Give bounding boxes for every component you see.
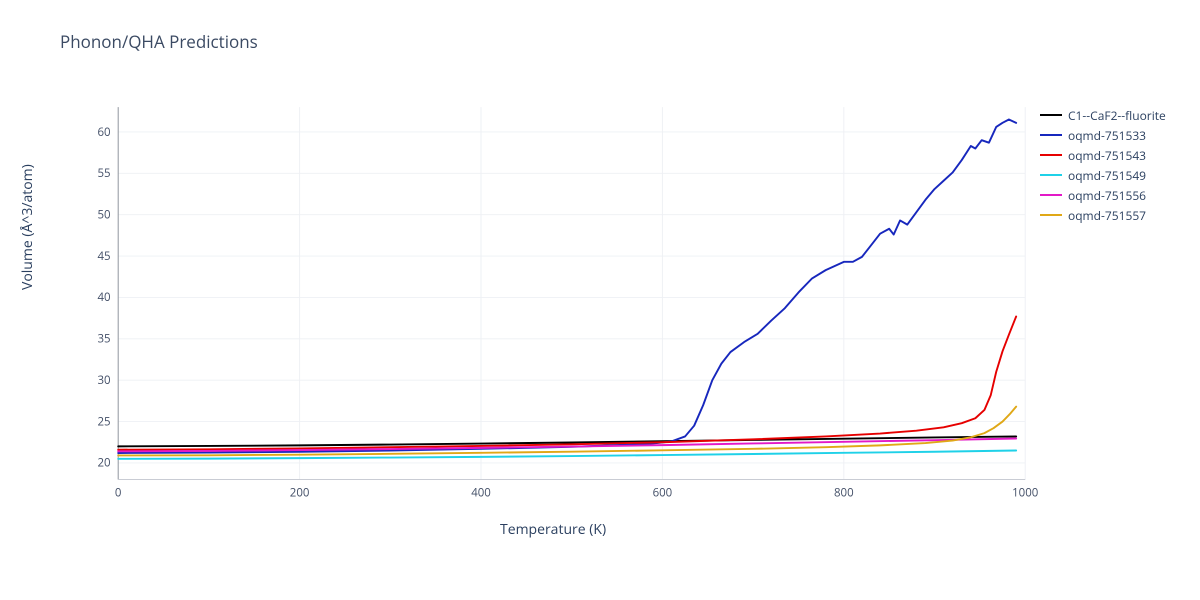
x-tick-label: 200: [290, 486, 310, 501]
legend-label: oqmd-751543: [1068, 147, 1146, 164]
series-line[interactable]: [118, 316, 1016, 449]
x-tick-label: 1000: [1012, 486, 1038, 501]
legend-swatch: [1040, 154, 1062, 156]
x-tick-label: 600: [653, 486, 673, 501]
legend-swatch: [1040, 134, 1062, 136]
y-axis-label: Volume (Å^3/atom): [18, 164, 37, 290]
legend-item[interactable]: oqmd-751557: [1040, 205, 1166, 225]
legend-label: oqmd-751556: [1068, 187, 1146, 204]
y-tick-label: 55: [97, 166, 110, 181]
y-tick-label: 35: [97, 332, 110, 347]
legend-label: oqmd-751533: [1068, 127, 1146, 144]
legend-item[interactable]: C1--CaF2--fluorite: [1040, 105, 1166, 125]
legend: C1--CaF2--fluorite oqmd-751533 oqmd-751543…: [1040, 105, 1166, 225]
legend-item[interactable]: oqmd-751549: [1040, 165, 1166, 185]
legend-swatch: [1040, 194, 1062, 196]
y-tick-label: 20: [97, 456, 110, 471]
y-tick-label: 40: [97, 290, 110, 305]
series-line[interactable]: [118, 120, 1016, 453]
legend-swatch: [1040, 174, 1062, 176]
legend-item[interactable]: oqmd-751533: [1040, 125, 1166, 145]
x-tick-label: 0: [115, 486, 122, 501]
y-tick-label: 25: [97, 414, 110, 429]
y-tick-label: 30: [97, 373, 110, 388]
legend-item[interactable]: oqmd-751543: [1040, 145, 1166, 165]
y-tick-label: 45: [97, 249, 110, 264]
legend-label: oqmd-751549: [1068, 167, 1146, 184]
x-tick-label: 800: [834, 486, 854, 501]
plot-svg: 02004006008001000202530354045505560: [80, 95, 1030, 525]
chart-title: Phonon/QHA Predictions: [60, 30, 258, 53]
plot-area: 02004006008001000202530354045505560: [80, 95, 1030, 485]
legend-label: oqmd-751557: [1068, 207, 1146, 224]
legend-swatch: [1040, 114, 1062, 116]
legend-item[interactable]: oqmd-751556: [1040, 185, 1166, 205]
y-tick-label: 60: [97, 125, 110, 140]
legend-swatch: [1040, 214, 1062, 216]
legend-label: C1--CaF2--fluorite: [1068, 107, 1166, 124]
y-tick-label: 50: [97, 208, 110, 223]
x-tick-label: 400: [471, 486, 491, 501]
